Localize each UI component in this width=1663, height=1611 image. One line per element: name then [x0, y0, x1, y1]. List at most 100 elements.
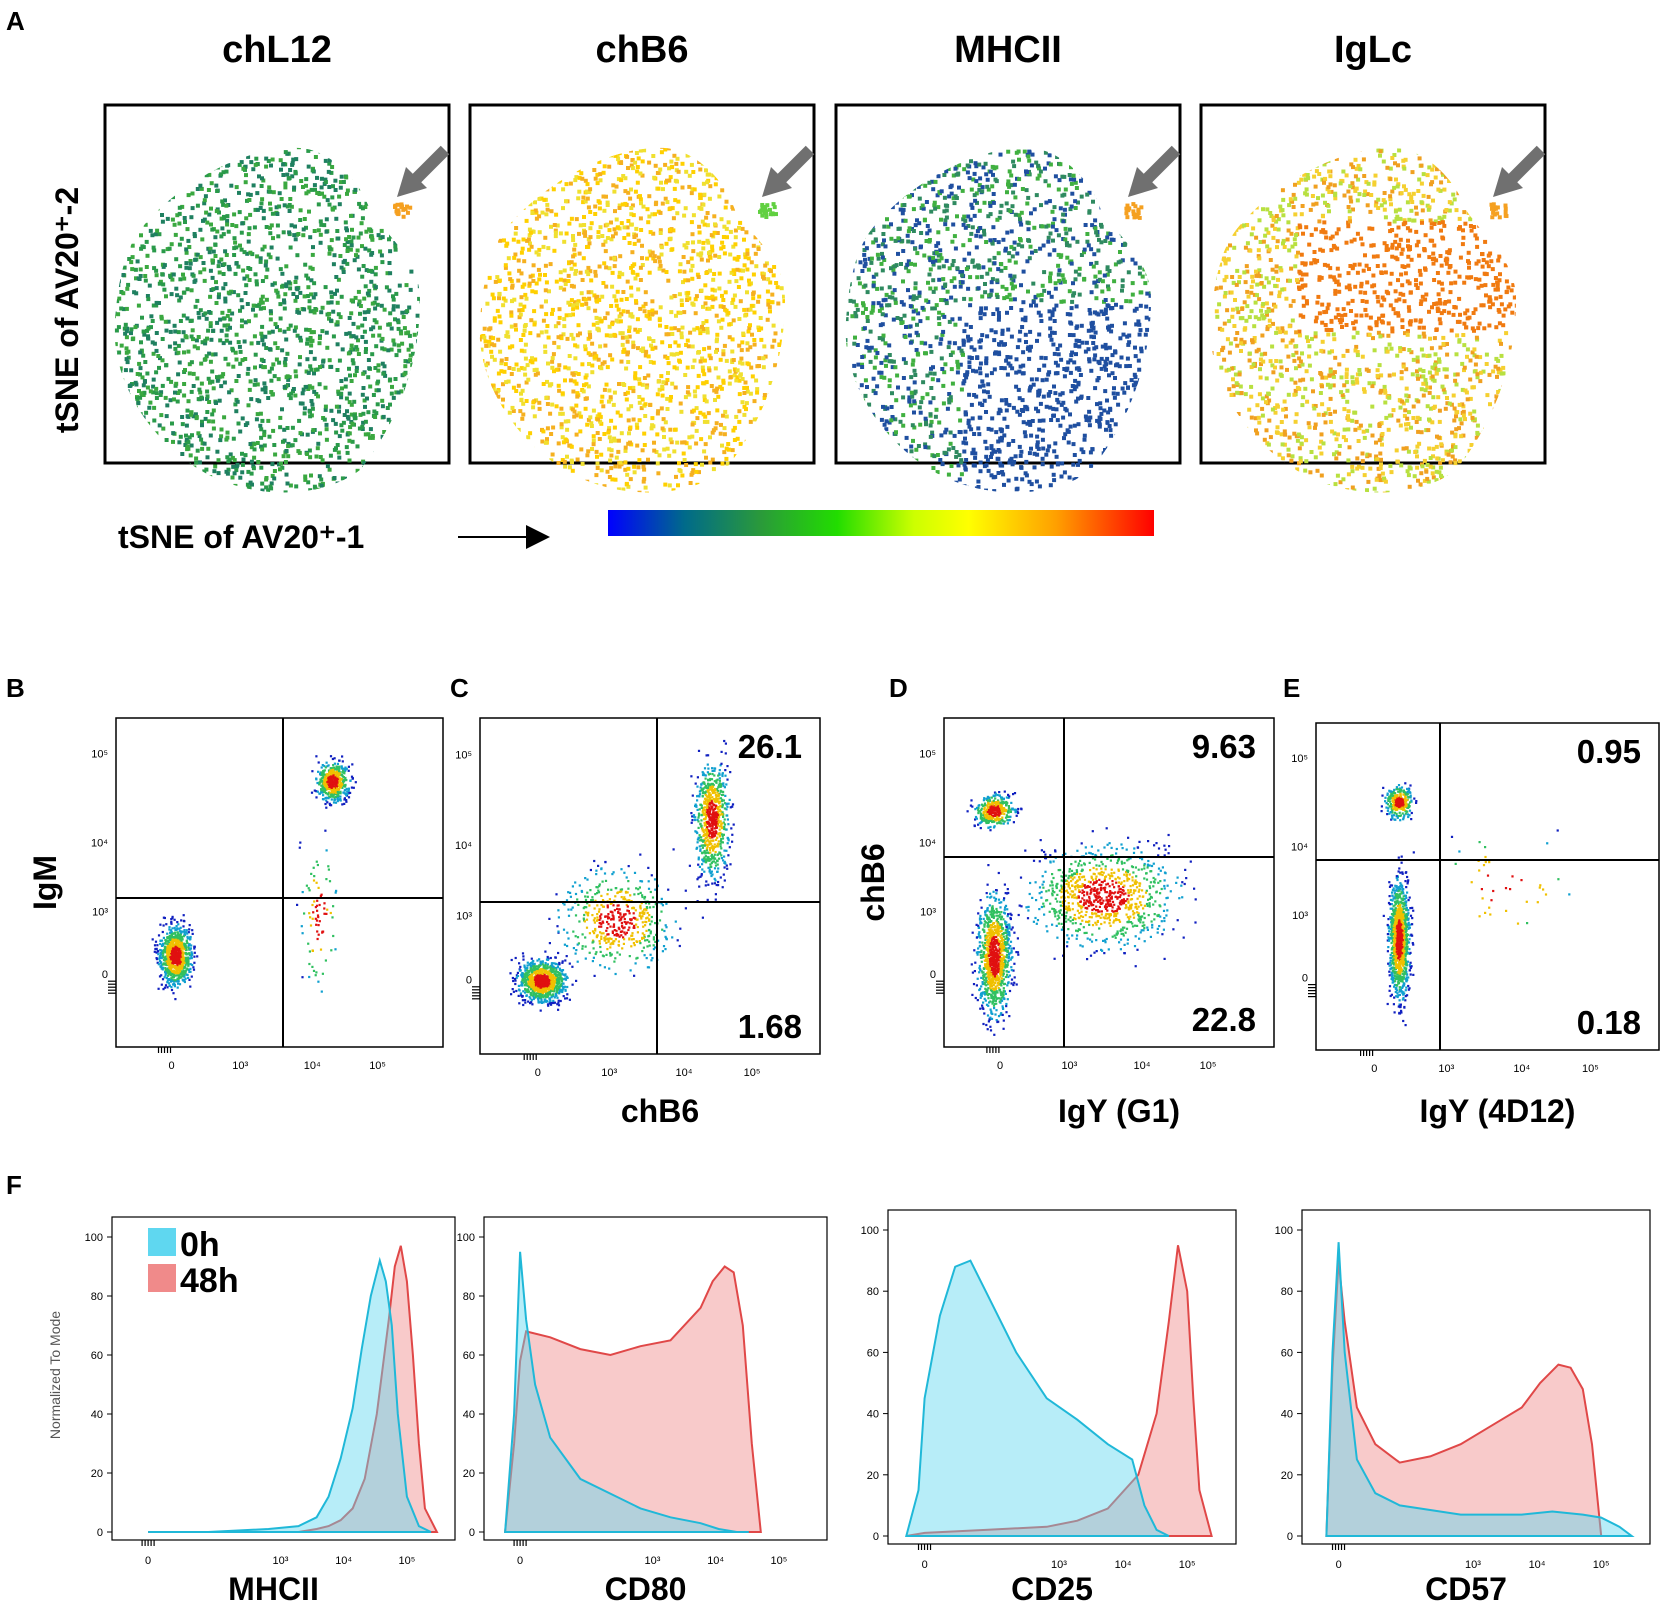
x-tick-label: 0	[517, 1555, 523, 1567]
flow-events	[966, 790, 1197, 1036]
tsne-map-4: IgLc	[1199, 29, 1547, 493]
tsne-small-cluster	[1489, 202, 1509, 220]
tsne-small-cluster	[758, 202, 778, 220]
x-tick-label: 10³	[232, 1060, 248, 1072]
y-tick-label: 10³	[92, 906, 108, 918]
flow-events	[1380, 782, 1571, 1027]
hist-x-label: CD25	[1011, 1571, 1093, 1607]
x-tick-label: 10⁵	[1593, 1559, 1610, 1571]
flow-x-label: IgY (4D12)	[1420, 1093, 1576, 1129]
y-tick-label: 0	[466, 974, 472, 986]
panel-label-D: D	[889, 673, 908, 703]
y-tick-label: 10⁵	[455, 749, 472, 761]
flow-x-label: IgY (G1)	[1058, 1093, 1180, 1129]
hist-x-label: MHCII	[228, 1571, 319, 1607]
hist-frame	[887, 1209, 1237, 1545]
tsne-x-label: tSNE of AV20⁺-1	[118, 519, 364, 555]
tsne-frame	[103, 103, 451, 465]
y-tick-label: 0	[469, 1527, 475, 1539]
x-tick-label: 10³	[645, 1555, 661, 1567]
tsne-frame	[468, 103, 816, 465]
y-tick-label: 80	[867, 1286, 879, 1298]
x-tick-label: 10³	[601, 1067, 617, 1079]
flow-events	[509, 739, 735, 1012]
legend-label-0h: 0h	[180, 1226, 220, 1264]
y-tick-label: 80	[1281, 1286, 1293, 1298]
x-tick-label: 0	[535, 1067, 541, 1079]
hist-frame	[483, 1216, 828, 1541]
tsne-map-2: chB6	[468, 29, 816, 493]
y-tick-label: 10⁴	[919, 837, 936, 849]
y-tick-label: 60	[1281, 1347, 1293, 1359]
x-tick-label: 10⁴	[335, 1555, 352, 1567]
x-tick-label: 10³	[1061, 1060, 1077, 1072]
pointer-arrow-shaft	[1504, 145, 1546, 187]
y-tick-label: 0	[1302, 972, 1308, 984]
y-tick-label: 80	[463, 1291, 475, 1303]
x-tick-label: 10⁴	[304, 1060, 321, 1072]
hist-series-48h	[1325, 1260, 1603, 1537]
y-tick-label: 10³	[1292, 910, 1308, 922]
flow-row: B 0 10³ 10⁴ 10⁵ 0 10³ 10⁴ 10⁵ IgM C 0 10³ 10⁴ 10⁵ 0 10³ 1…	[6, 673, 1660, 1129]
x-tick-label: 0	[997, 1060, 1003, 1072]
y-tick-label: 0	[873, 1531, 879, 1543]
legend-swatch-48h	[148, 1264, 176, 1292]
tsne-small-cluster	[1124, 202, 1144, 220]
x-tick-label: 0	[1371, 1063, 1377, 1075]
flow-frame	[115, 717, 444, 1048]
panel-label-B: B	[6, 673, 25, 703]
x-tick-label: 10⁵	[369, 1060, 386, 1072]
hist-series-48h	[503, 1265, 762, 1533]
x-tick-label: 10³	[273, 1555, 289, 1567]
tsne-small-cluster	[393, 202, 413, 219]
tsne-row: chL12 chB6 MHCII IgLc	[103, 29, 1547, 493]
y-tick-label: 100	[1275, 1225, 1293, 1237]
flow-frame	[1315, 722, 1660, 1051]
tsne-map-1: chL12	[103, 29, 451, 493]
pointer-arrow-shaft	[1139, 145, 1181, 187]
histogram-cd25: 0 20 40 60 80 100 0 10³ 10⁴ 10⁵ CD25	[861, 1209, 1237, 1607]
hist-y-label: Normalized To Mode	[47, 1311, 63, 1439]
hist-series-0h	[148, 1256, 432, 1533]
histogram-cd57: 0 20 40 60 80 100 0 10³ 10⁴ 10⁵ CD57	[1275, 1209, 1651, 1607]
y-tick-label: 10⁴	[455, 840, 472, 852]
y-tick-label: 20	[1281, 1470, 1293, 1482]
pointer-arrow-head	[1128, 167, 1158, 197]
flow-x-label: chB6	[621, 1093, 699, 1129]
hist-x-label: CD80	[605, 1571, 687, 1607]
x-tick-label: 10⁵	[1582, 1063, 1599, 1075]
y-tick-label: 60	[867, 1347, 879, 1359]
flow-plot-E: E 0 10³ 10⁴ 10⁵ 0 10³ 10⁴ 10⁵ 0.95 0.18 IgY (4D12)	[1283, 673, 1660, 1129]
y-tick-label: 100	[85, 1232, 103, 1244]
quadrant-lower-right: 0.18	[1577, 1004, 1641, 1041]
tsne-title: MHCII	[954, 29, 1062, 71]
y-tick-label: 10⁵	[919, 748, 936, 760]
hist-series-0h	[904, 1259, 1170, 1537]
flow-y-label: IgM	[27, 855, 63, 910]
tsne-title: chB6	[596, 29, 689, 71]
pointer-arrow-head	[762, 167, 792, 197]
pointer-arrow-shaft	[773, 145, 815, 187]
y-tick-label: 10³	[456, 911, 472, 923]
hist-series-48h	[906, 1245, 1213, 1537]
y-tick-label: 40	[1281, 1409, 1293, 1421]
y-tick-label: 20	[91, 1468, 103, 1480]
y-tick-label: 20	[463, 1468, 475, 1480]
quadrant-lower-right: 22.8	[1192, 1001, 1256, 1038]
legend-label-48h: 48h	[180, 1262, 239, 1300]
x-tick-label: 10⁴	[1115, 1559, 1132, 1571]
y-tick-label: 10⁴	[1291, 842, 1308, 854]
flow-plot-B: B 0 10³ 10⁴ 10⁵ 0 10³ 10⁴ 10⁵ IgM	[6, 673, 444, 1072]
quadrant-upper-right: 0.95	[1577, 733, 1641, 770]
x-tick-label: 10⁵	[770, 1555, 787, 1567]
x-tick-label: 10⁴	[676, 1067, 693, 1079]
hist-x-label: CD57	[1425, 1571, 1507, 1607]
tsne-y-label: tSNE of AV20⁺-2	[49, 187, 85, 433]
y-tick-label: 0	[102, 969, 108, 981]
histogram-cd80: 0 20 40 60 80 100 0 10³ 10⁴ 10⁵ CD80	[457, 1216, 828, 1607]
x-tick-label: 10⁵	[398, 1555, 415, 1567]
flow-y-label: chB6	[855, 843, 891, 921]
x-tick-label: 10⁴	[1134, 1060, 1151, 1072]
y-tick-label: 0	[1287, 1531, 1293, 1543]
